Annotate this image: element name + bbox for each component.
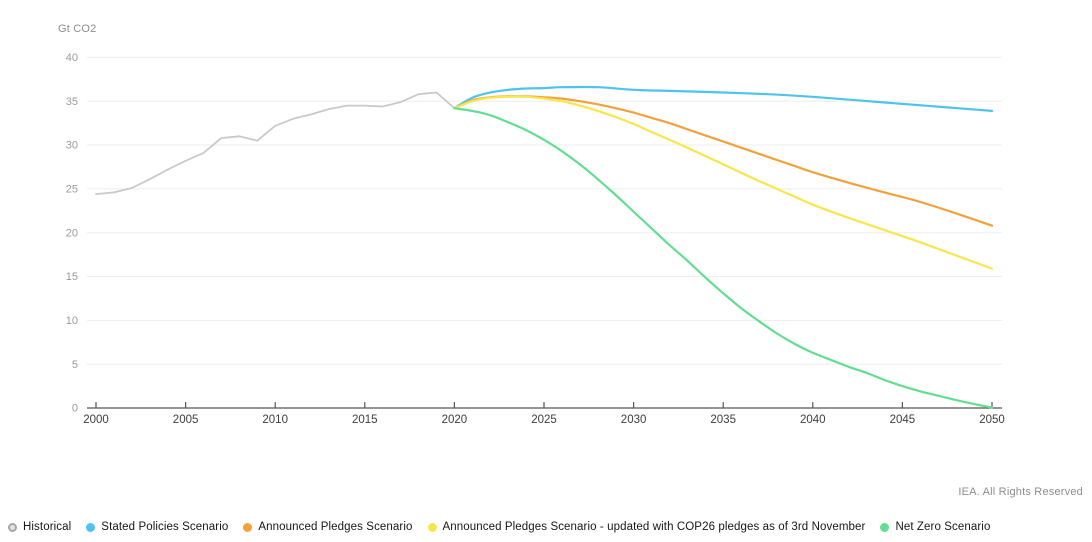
series-line-nze: [453, 107, 994, 409]
x-tick-label-2035: 2035: [710, 414, 736, 426]
chart-legend: Historical Stated Policies Scenario Announ…: [8, 521, 990, 533]
x-tick-label-2000: 2000: [83, 414, 109, 426]
y-tick-label-30: 30: [66, 140, 78, 152]
legend-item-aps[interactable]: Announced Pledges Scenario: [243, 521, 412, 533]
series-line-historical: [95, 91, 456, 195]
legend-item-aps-cop26[interactable]: Announced Pledges Scenario - updated wit…: [427, 521, 866, 533]
copyright-text: IEA. All Rights Reserved: [958, 486, 1083, 498]
x-tick-label-2005: 2005: [173, 414, 199, 426]
series-line-steps: [453, 85, 994, 112]
y-tick-label-15: 15: [66, 271, 78, 283]
x-tick-label-2030: 2030: [621, 414, 647, 426]
x-tick-label-2010: 2010: [262, 414, 288, 426]
series-line-aps-cop26: [453, 95, 994, 270]
x-tick-label-2025: 2025: [531, 414, 557, 426]
legend-label-aps: Announced Pledges Scenario: [258, 521, 413, 533]
legend-marker-aps-cop26: [427, 522, 437, 532]
y-tick-label-20: 20: [66, 227, 78, 239]
legend-label-aps-cop26: Announced Pledges Scenario - updated wit…: [442, 521, 866, 533]
legend-marker-nze: [880, 522, 890, 532]
x-tick-label-2050: 2050: [979, 414, 1005, 426]
legend-marker-steps: [86, 522, 96, 532]
y-tick-label-25: 25: [66, 184, 78, 196]
legend-label-steps: Stated Policies Scenario: [101, 521, 229, 533]
x-tick-label-2020: 2020: [442, 414, 468, 426]
legend-item-historical[interactable]: Historical: [8, 521, 71, 533]
y-tick-label-40: 40: [66, 52, 78, 64]
legend-item-steps[interactable]: Stated Policies Scenario: [86, 521, 228, 533]
x-tick-label-2045: 2045: [890, 414, 916, 426]
legend-marker-historical: [8, 522, 17, 532]
y-tick-label-35: 35: [66, 96, 78, 108]
y-tick-label-0: 0: [72, 403, 78, 415]
legend-label-nze: Net Zero Scenario: [895, 521, 991, 533]
x-tick-label-2015: 2015: [352, 414, 378, 426]
legend-item-nze[interactable]: Net Zero Scenario: [880, 521, 990, 533]
x-tick-label-2040: 2040: [800, 414, 826, 426]
series-line-aps: [453, 95, 994, 227]
y-axis-unit-label: Gt CO2: [58, 23, 97, 35]
y-tick-label-10: 10: [66, 315, 78, 327]
legend-marker-aps: [243, 522, 253, 532]
y-tick-label-5: 5: [72, 359, 78, 371]
legend-label-historical: Historical: [23, 521, 72, 533]
